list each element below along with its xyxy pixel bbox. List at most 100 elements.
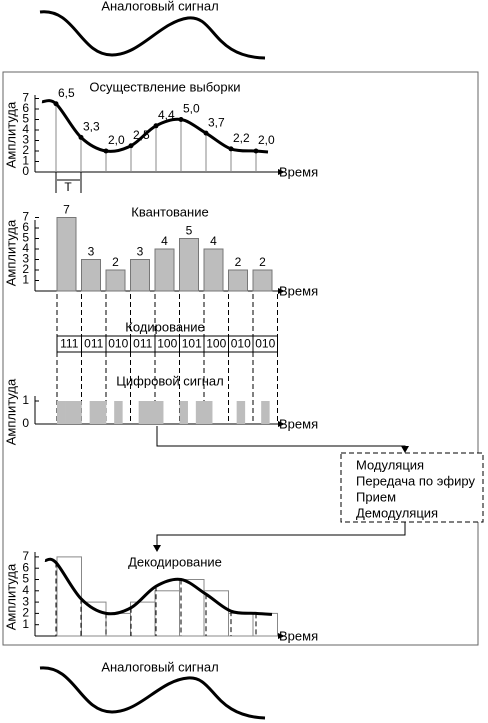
- decoded-bar: [105, 612, 131, 637]
- code-label: 111: [60, 337, 79, 351]
- y-tick-label: 2: [22, 262, 29, 276]
- decoding-title: Декодирование: [128, 554, 222, 569]
- digital-title: Цифровой сигнал: [116, 373, 223, 388]
- pulse: [73, 401, 82, 424]
- top-label: Аналоговый сигнал: [101, 0, 218, 13]
- bar-value: 5: [186, 224, 193, 238]
- code-label: 011: [133, 337, 152, 351]
- pulse: [114, 401, 123, 424]
- period-label: Т: [64, 180, 72, 194]
- sample-label: 2,2: [233, 131, 250, 145]
- x-axis-label: Время: [279, 164, 318, 179]
- x-axis-label: Время: [279, 283, 318, 298]
- y-tick-label: 3: [22, 594, 29, 608]
- bar-value: 2: [235, 255, 242, 269]
- bar-value: 2: [112, 255, 119, 269]
- process-step: Прием: [356, 489, 396, 504]
- sample-label: 6,5: [58, 86, 75, 100]
- sample-point: [128, 143, 134, 149]
- code-label: 011: [84, 337, 103, 351]
- y-axis-label: Амплитуда: [3, 563, 18, 630]
- y-tick-label: 3: [22, 252, 29, 266]
- x-axis-arrow: [278, 288, 285, 294]
- bar: [81, 259, 101, 292]
- x-axis-arrow: [278, 169, 285, 175]
- code-label: 010: [255, 337, 275, 351]
- sample-label: 3,7: [208, 115, 225, 129]
- sample-label: 4,4: [158, 108, 175, 122]
- y-tick-label: 5: [22, 112, 29, 126]
- coding-title: Кодирование: [125, 319, 205, 334]
- decoded-bar: [228, 612, 254, 637]
- frame: [2, 71, 479, 646]
- process-step: Передача по эфиру: [356, 473, 475, 488]
- sample-point: [203, 130, 209, 136]
- process-step: Демодуляция: [356, 505, 438, 520]
- decoded-bar: [56, 556, 82, 637]
- y-tick-label: 6: [22, 220, 29, 234]
- sample-point: [178, 117, 184, 122]
- pulse: [138, 401, 148, 424]
- y-tick-label: 6: [22, 560, 29, 574]
- sample-label: 2,0: [258, 133, 275, 147]
- code-label: 100: [157, 337, 177, 351]
- y-axis-label: Амплитуда: [3, 101, 18, 168]
- y-tick-label: 5: [22, 572, 29, 586]
- bar: [130, 259, 150, 292]
- pulse: [195, 401, 205, 424]
- y-tick-label: 7: [22, 91, 29, 105]
- y-tick-label: 4: [22, 122, 29, 136]
- y-tick-label: 5: [22, 231, 29, 245]
- pulse: [236, 401, 246, 424]
- bottom-label: Аналоговый сигнал: [101, 659, 218, 674]
- pulse: [155, 401, 164, 424]
- bar: [105, 269, 126, 292]
- code-label: 010: [231, 337, 251, 351]
- analog-wave: [39, 10, 266, 60]
- pulse: [57, 401, 66, 424]
- sample-point: [103, 148, 109, 154]
- y-tick-label: 7: [22, 549, 29, 563]
- sample-label: 2,5: [133, 128, 150, 142]
- sample-label: 3,3: [83, 120, 100, 134]
- process-box: [340, 452, 484, 523]
- y-tick-label: 0: [22, 164, 29, 178]
- sampling-title: Осуществление выборки: [89, 79, 240, 94]
- code-label: 100: [206, 337, 226, 351]
- pulse: [261, 401, 270, 424]
- pulse: [65, 401, 74, 424]
- arrowhead: [153, 545, 161, 552]
- pulse: [97, 401, 107, 424]
- y-axis-label: Амплитуда: [3, 378, 18, 445]
- bar: [154, 248, 175, 292]
- arrow: [156, 522, 406, 545]
- sample-point: [228, 146, 234, 152]
- sample-point: [78, 134, 84, 140]
- x-axis-arrow: [278, 421, 285, 427]
- decoded-bar: [252, 612, 278, 637]
- pulse: [146, 401, 156, 424]
- y-tick-label: 3: [22, 133, 29, 147]
- process-step: Модуляция: [356, 457, 424, 472]
- decoded-bar: [179, 579, 205, 637]
- y-tick-label: 2: [22, 143, 29, 157]
- x-axis-label: Время: [279, 416, 318, 431]
- sample-point: [153, 123, 159, 129]
- bar-value: 4: [210, 234, 217, 248]
- bar-value: 7: [63, 203, 70, 217]
- analog-wave: [39, 666, 266, 720]
- y-tick-label: 1: [22, 617, 29, 631]
- bar-value: 2: [259, 255, 266, 269]
- y-tick-label: 0: [22, 416, 29, 430]
- y-tick-label: 7: [22, 210, 29, 224]
- y-tick-label: 4: [22, 241, 29, 255]
- bar: [228, 269, 248, 292]
- code-label: 010: [108, 337, 128, 351]
- decoded-bar: [154, 590, 180, 637]
- sample-point: [253, 148, 259, 154]
- bar-value: 4: [161, 234, 168, 248]
- x-axis-arrow: [278, 633, 285, 639]
- y-tick-label: 2: [22, 606, 29, 620]
- arrowhead: [401, 446, 409, 453]
